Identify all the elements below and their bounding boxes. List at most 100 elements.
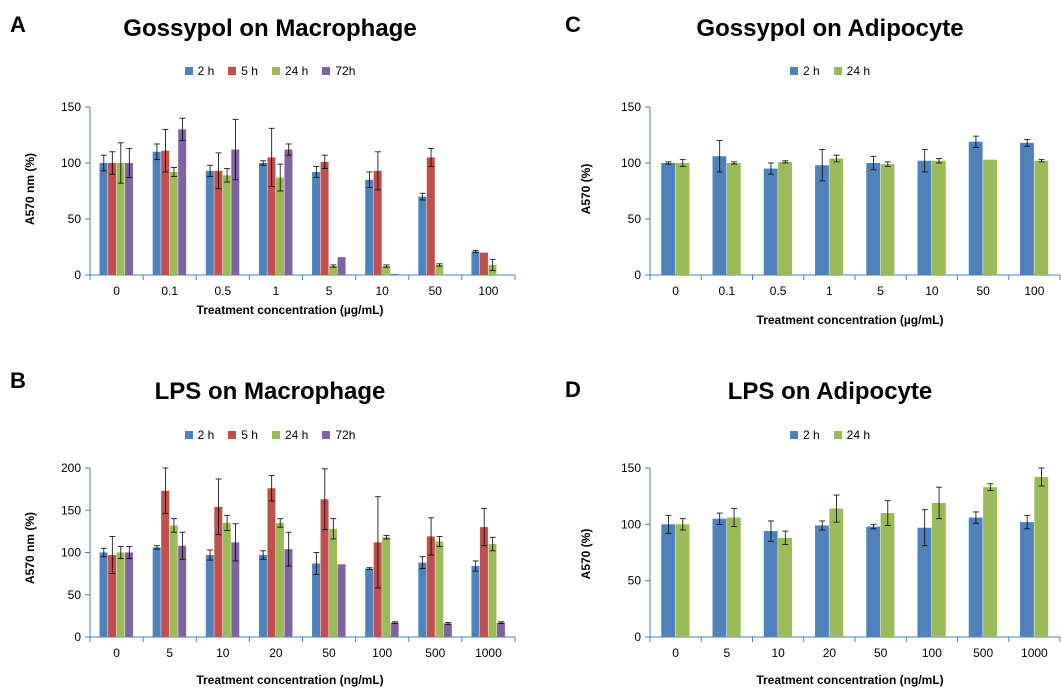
bar bbox=[275, 177, 284, 275]
x-tick-label: 5 bbox=[877, 284, 884, 298]
legend-entry: 72h bbox=[322, 64, 355, 78]
legend-entry: 72h bbox=[322, 428, 355, 442]
y-tick-label: 100 bbox=[61, 546, 81, 560]
legend-entry: 5 h bbox=[228, 64, 258, 78]
legend-label: 72h bbox=[335, 64, 356, 78]
bar bbox=[169, 525, 178, 637]
bar bbox=[284, 149, 293, 275]
legend-entry: 24 h bbox=[833, 64, 870, 78]
bar bbox=[382, 537, 391, 637]
legend-swatch bbox=[184, 431, 193, 439]
legend-swatch bbox=[322, 67, 331, 75]
bar bbox=[815, 165, 829, 275]
legend-label: 24 h bbox=[284, 64, 309, 78]
legend-swatch bbox=[833, 431, 842, 439]
bar bbox=[284, 549, 293, 637]
bar bbox=[214, 170, 223, 275]
bar bbox=[222, 175, 231, 275]
bar bbox=[312, 563, 321, 637]
x-tick-label: 0.1 bbox=[719, 284, 736, 298]
bar bbox=[337, 257, 346, 275]
legend-swatch bbox=[228, 431, 237, 439]
bar bbox=[108, 163, 117, 275]
bar bbox=[880, 513, 895, 637]
x-tick-label: 100 bbox=[922, 646, 942, 660]
legend-swatch bbox=[271, 67, 280, 75]
bar bbox=[418, 196, 427, 275]
legend-label: 72h bbox=[335, 428, 356, 442]
bar bbox=[161, 150, 170, 275]
legend-label: 24 h bbox=[846, 428, 871, 442]
bar bbox=[426, 536, 435, 637]
legend-label: 5 h bbox=[241, 64, 258, 78]
x-tick-label: 1000 bbox=[475, 646, 502, 660]
bar bbox=[675, 163, 690, 275]
chart-legend: 2 h 5 h 24 h 72h bbox=[60, 428, 480, 442]
x-tick-label: 5 bbox=[326, 284, 333, 298]
legend-entry: 2 h bbox=[184, 64, 214, 78]
bar bbox=[312, 171, 321, 275]
bar bbox=[866, 163, 881, 275]
y-tick-label: 0 bbox=[74, 630, 81, 644]
bar bbox=[161, 490, 170, 637]
legend-swatch bbox=[789, 67, 798, 75]
bar bbox=[152, 151, 161, 275]
bar bbox=[880, 164, 895, 275]
legend-swatch bbox=[228, 67, 237, 75]
bar bbox=[1034, 477, 1049, 637]
legend-entry: 2 h bbox=[789, 64, 820, 78]
bar bbox=[390, 273, 399, 275]
bar bbox=[152, 547, 161, 637]
x-tick-label: 50 bbox=[429, 284, 443, 298]
bar bbox=[866, 526, 881, 637]
x-tick-label: 100 bbox=[478, 284, 498, 298]
bar bbox=[726, 163, 741, 275]
legend-entry: 24 h bbox=[271, 64, 309, 78]
bar bbox=[778, 161, 792, 275]
bar bbox=[329, 528, 338, 637]
bar bbox=[267, 488, 276, 637]
legend-entry: 2 h bbox=[789, 428, 820, 442]
bar bbox=[205, 555, 214, 637]
bar bbox=[373, 542, 382, 637]
bar bbox=[712, 518, 727, 637]
bar bbox=[968, 141, 983, 275]
chart-legend: 2 h 24 h bbox=[620, 428, 1040, 442]
panel-c: C Gossypol on Adipocyte 2 h 24 h A570 (%)… bbox=[530, 0, 1061, 345]
y-tick-label: 150 bbox=[621, 461, 641, 475]
x-tick-label: 1 bbox=[826, 284, 833, 298]
bar bbox=[99, 163, 108, 275]
bar bbox=[917, 160, 932, 275]
x-tick-label: 0.5 bbox=[214, 284, 231, 298]
bar bbox=[275, 522, 284, 637]
bar bbox=[390, 622, 399, 637]
x-tick-label: 0 bbox=[672, 284, 679, 298]
bar bbox=[675, 524, 690, 637]
y-tick-label: 0 bbox=[74, 268, 81, 282]
bar bbox=[829, 158, 844, 275]
legend-swatch bbox=[789, 431, 798, 439]
bar bbox=[931, 502, 946, 637]
bar bbox=[443, 623, 452, 637]
bar bbox=[471, 251, 480, 275]
bar bbox=[712, 156, 727, 275]
bar bbox=[382, 266, 391, 275]
x-tick-label: 0 bbox=[113, 284, 120, 298]
chart-title: LPS on Macrophage bbox=[154, 378, 386, 405]
bar bbox=[169, 171, 178, 275]
chart-plot: 0 50 100 150 0 0.1 0.5 1 5 10 50 100 bbox=[61, 100, 516, 298]
bar bbox=[205, 170, 214, 275]
x-tick-label: 1000 bbox=[1021, 646, 1048, 660]
panel-letter: A bbox=[10, 12, 26, 37]
legend-entry: 5 h bbox=[228, 428, 258, 442]
bar bbox=[214, 506, 223, 637]
y-tick-label: 50 bbox=[628, 212, 642, 226]
chart-plot: 0 50 100 150 0 5 10 20 50 100 500 1000 bbox=[621, 461, 1061, 660]
bar bbox=[320, 161, 329, 275]
x-tick-label: 0.5 bbox=[770, 284, 787, 298]
bar bbox=[329, 266, 338, 275]
x-tick-label: 100 bbox=[1024, 284, 1044, 298]
bar bbox=[320, 499, 329, 637]
bar bbox=[983, 487, 997, 637]
bar bbox=[337, 564, 346, 637]
